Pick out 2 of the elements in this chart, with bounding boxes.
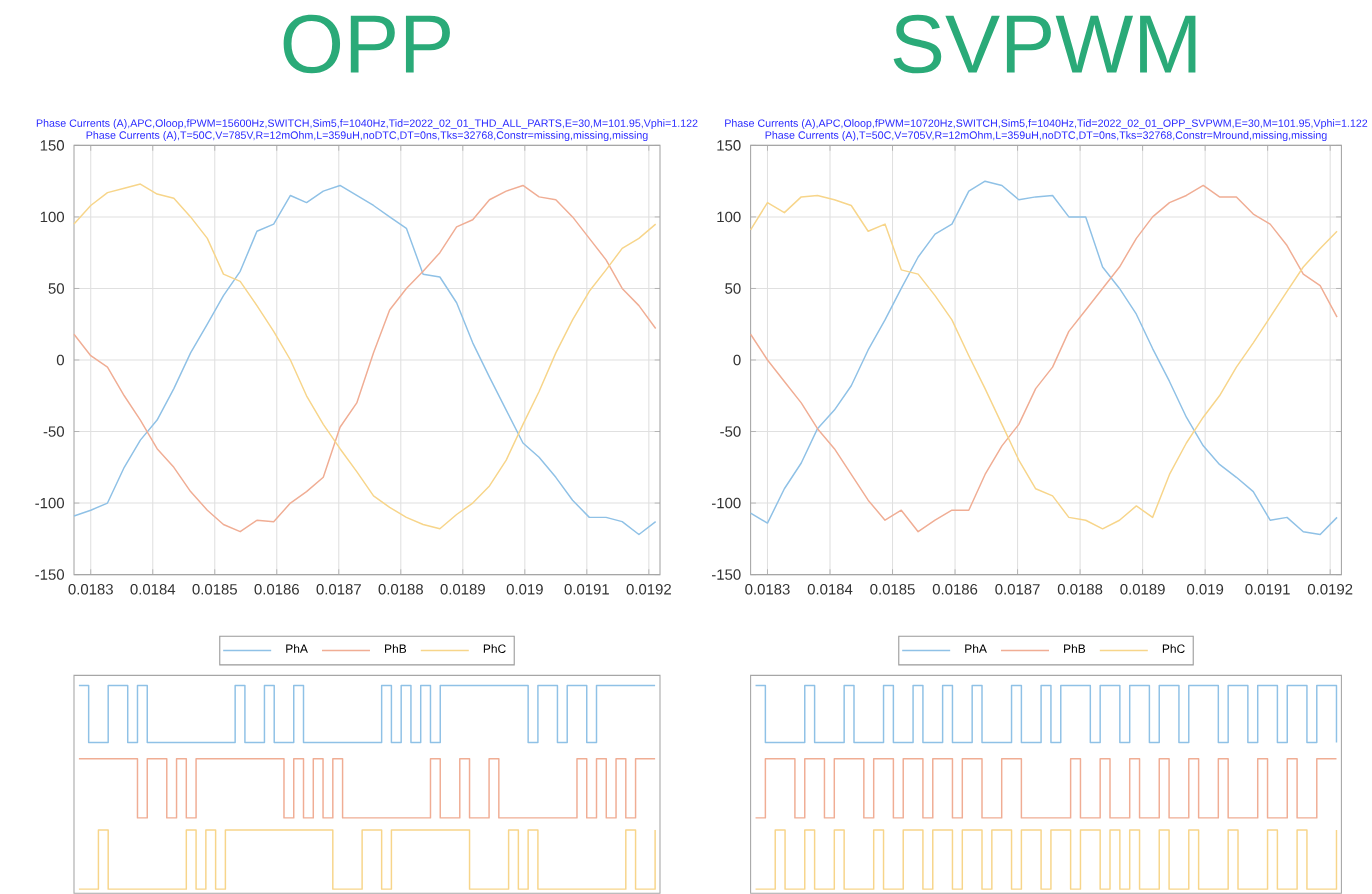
chart-title: SVPWM — [893, 14, 1196, 74]
chart-title: OPP — [283, 14, 450, 74]
